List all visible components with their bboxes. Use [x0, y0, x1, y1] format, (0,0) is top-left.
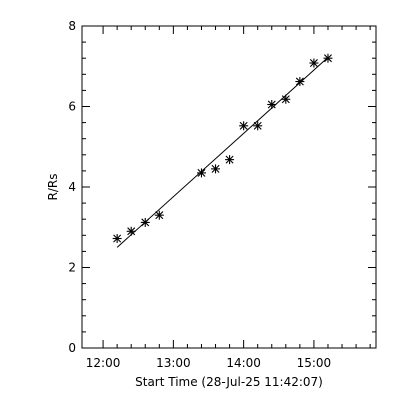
data-point — [154, 210, 164, 220]
y-tick-label: 2 — [68, 261, 76, 275]
y-axis-title: R/Rs — [46, 174, 60, 201]
y-axis-ticks: 0 2 4 6 8 — [68, 19, 376, 355]
fit-line — [116, 57, 329, 248]
data-point — [267, 99, 277, 109]
data-point — [140, 217, 150, 227]
y-tick-label: 6 — [68, 100, 76, 114]
data-point — [295, 77, 305, 87]
data-point — [281, 94, 291, 104]
data-point — [126, 226, 136, 236]
data-point — [211, 164, 221, 174]
data-point — [239, 121, 249, 131]
y-tick-label: 4 — [68, 180, 76, 194]
data-point — [112, 234, 122, 244]
x-tick-label: 14:00 — [226, 356, 261, 370]
x-tick-label: 13:00 — [156, 356, 191, 370]
x-tick-label: 15:00 — [297, 356, 332, 370]
plot-frame — [81, 25, 377, 349]
data-point — [323, 53, 333, 63]
data-point — [253, 121, 263, 131]
data-point — [225, 155, 235, 165]
data-point — [196, 168, 206, 178]
x-axis-title: Start Time (28-Jul-25 11:42:07) — [135, 375, 323, 389]
x-tick-label: 12:00 — [86, 356, 121, 370]
y-tick-label: 0 — [68, 341, 76, 355]
data-point — [309, 58, 319, 68]
x-axis-ticks: 12:00 13:00 14:00 15:00 — [86, 26, 371, 370]
fit-line-group — [116, 57, 329, 248]
data-points — [112, 53, 333, 244]
y-tick-label: 8 — [68, 19, 76, 33]
